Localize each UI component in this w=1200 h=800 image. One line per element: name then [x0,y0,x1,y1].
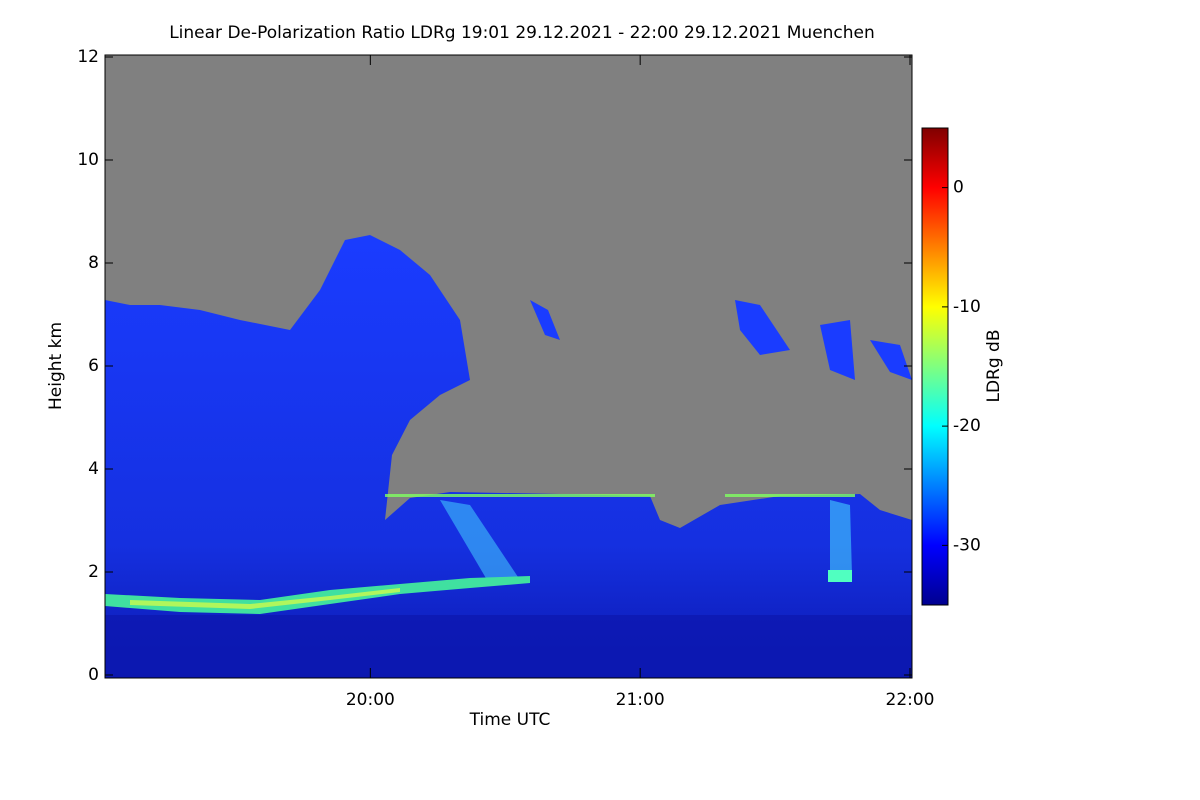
colorbar [921,127,949,606]
y-tick-label: 2 [88,562,99,582]
x-axis-label: Time UTC [469,710,551,730]
colorbar-tick-label: -30 [953,535,981,555]
x-tick-label: 20:00 [346,690,395,710]
y-axis-label: Height km [46,322,66,410]
colorbar-tick-label: 0 [953,178,964,198]
colorbar-tick-label: -20 [953,416,981,436]
y-tick-label: 6 [88,356,99,376]
colorbar-tick-label: -10 [953,297,981,317]
y-tick-label: 8 [88,253,99,273]
y-tick-label: 12 [77,47,99,67]
x-tick-label: 22:00 [886,690,935,710]
x-tick-label: 21:00 [616,690,665,710]
y-tick-label: 10 [77,150,99,170]
y-tick-label: 4 [88,459,99,479]
heatmap-image [105,55,912,678]
colorbar-label: LDRg dB [984,329,1004,402]
y-tick-label: 0 [88,665,99,685]
chart-title: Linear De-Polarization Ratio LDRg 19:01 … [169,23,875,43]
